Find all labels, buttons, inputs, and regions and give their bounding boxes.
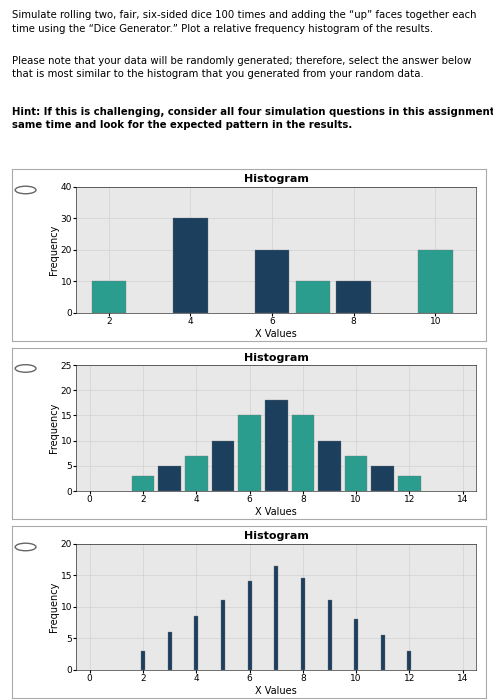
Bar	[238, 416, 261, 491]
Y-axis label: Frequency: Frequency	[49, 403, 59, 454]
Title: Histogram: Histogram	[244, 174, 309, 184]
Bar	[274, 566, 278, 670]
X-axis label: X Values: X Values	[255, 507, 297, 517]
Bar	[381, 635, 385, 670]
Title: Histogram: Histogram	[244, 531, 309, 541]
Bar	[408, 651, 412, 670]
Bar	[221, 601, 225, 670]
Bar	[168, 632, 172, 670]
Bar	[92, 281, 126, 313]
Bar	[247, 582, 251, 670]
Bar	[255, 250, 289, 313]
Bar	[327, 601, 331, 670]
X-axis label: X Values: X Values	[255, 328, 297, 339]
Bar	[211, 441, 234, 491]
Bar	[141, 651, 145, 670]
Y-axis label: Frequency: Frequency	[49, 582, 59, 632]
Bar	[345, 456, 367, 491]
Bar	[296, 281, 330, 313]
Bar	[372, 466, 394, 491]
Bar	[418, 250, 453, 313]
Bar	[194, 616, 198, 670]
Bar	[398, 476, 421, 491]
Bar	[336, 281, 371, 313]
Bar	[185, 456, 208, 491]
Bar	[301, 578, 305, 670]
Text: Simulate rolling two, fair, six-sided dice 100 times and adding the “up” faces t: Simulate rolling two, fair, six-sided di…	[12, 10, 477, 34]
Bar	[354, 620, 358, 670]
Bar	[318, 441, 341, 491]
Title: Histogram: Histogram	[244, 353, 309, 363]
Bar	[132, 476, 154, 491]
X-axis label: X Values: X Values	[255, 685, 297, 696]
Bar	[291, 416, 314, 491]
Text: Hint: If this is challenging, consider all four simulation questions in this ass: Hint: If this is challenging, consider a…	[12, 107, 493, 130]
Bar	[173, 218, 208, 313]
Y-axis label: Frequency: Frequency	[49, 225, 59, 275]
Text: Please note that your data will be randomly generated; therefore, select the ans: Please note that your data will be rando…	[12, 56, 472, 79]
Bar	[158, 466, 181, 491]
Bar	[265, 400, 287, 491]
